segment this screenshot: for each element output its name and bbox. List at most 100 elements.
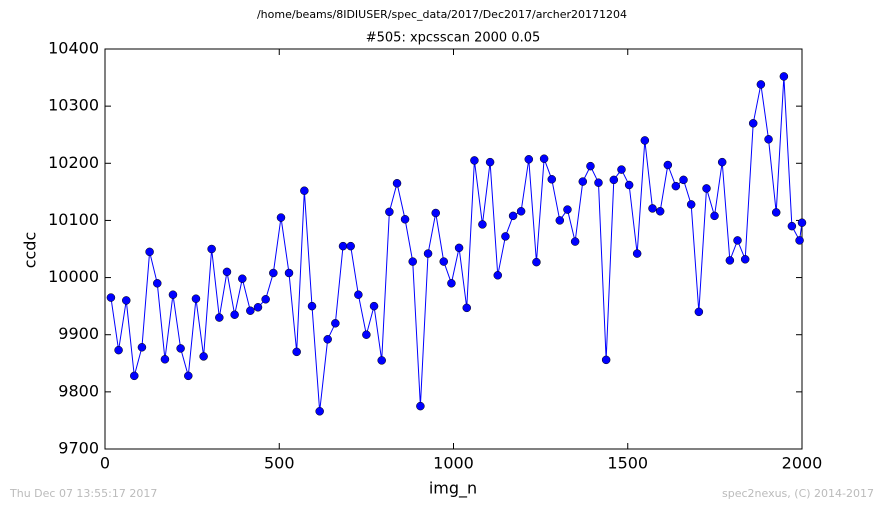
data-point xyxy=(122,296,131,305)
data-point xyxy=(222,267,232,277)
data-point xyxy=(563,205,572,214)
data-point xyxy=(779,72,789,81)
data-point xyxy=(795,236,804,245)
data-point xyxy=(439,257,448,266)
data-point xyxy=(276,213,286,222)
y-tick-label: 9700 xyxy=(58,439,99,458)
data-point xyxy=(292,347,301,357)
data-point xyxy=(516,207,526,216)
y-tick-label: 10200 xyxy=(48,153,99,172)
data-point xyxy=(454,243,464,253)
data-point xyxy=(787,221,797,231)
data-point xyxy=(331,319,340,328)
data-point xyxy=(307,301,317,311)
data-point xyxy=(246,306,255,315)
credit: spec2nexus, (C) 2014-2017 xyxy=(722,487,874,500)
x-axis-label: img_n xyxy=(429,479,477,499)
data-point xyxy=(594,178,603,187)
data-point xyxy=(532,257,541,267)
timestamp: Thu Dec 07 13:55:17 2017 xyxy=(9,487,157,500)
data-point xyxy=(377,356,386,365)
data-point xyxy=(137,343,147,352)
data-point xyxy=(145,247,154,257)
x-tick-label: 2000 xyxy=(782,454,823,473)
data-point xyxy=(570,237,580,246)
data-point xyxy=(648,204,657,213)
x-tick-label: 1000 xyxy=(433,454,474,473)
data-point xyxy=(230,310,239,319)
data-point xyxy=(578,177,588,186)
data-point xyxy=(702,184,711,193)
data-point xyxy=(423,249,433,258)
data-line xyxy=(110,76,803,412)
data-point xyxy=(764,135,773,144)
data-point xyxy=(191,294,201,303)
y-tick-label: 9800 xyxy=(58,381,99,400)
data-point xyxy=(315,407,324,416)
data-point xyxy=(261,295,270,304)
data-point xyxy=(694,307,704,317)
data-point xyxy=(184,371,193,381)
data-point xyxy=(555,216,565,225)
data-point xyxy=(624,180,634,190)
suptitle: /home/beams/8IDIUSER/spec_data/2017/Dec2… xyxy=(257,8,627,21)
y-tick-label: 10000 xyxy=(48,267,99,286)
data-point xyxy=(284,268,294,278)
y-tick-label: 10300 xyxy=(48,96,99,115)
x-tick-label: 500 xyxy=(264,454,295,473)
x-tick-label: 1500 xyxy=(607,454,648,473)
data-point xyxy=(153,279,162,288)
data-point xyxy=(725,256,735,265)
y-axis-label: ccdc xyxy=(21,232,40,269)
data-point xyxy=(168,290,178,299)
data-point xyxy=(207,244,216,254)
data-point xyxy=(617,165,626,174)
data-point xyxy=(323,335,332,344)
data-point xyxy=(431,208,440,218)
data-point xyxy=(671,181,681,191)
data-point xyxy=(400,215,410,224)
data-point xyxy=(253,303,263,312)
data-point xyxy=(586,161,595,171)
data-point xyxy=(524,155,534,164)
data-point xyxy=(408,257,417,266)
data-point xyxy=(632,249,642,258)
data-point xyxy=(385,207,394,217)
data-point xyxy=(478,220,487,229)
y-tick-label: 9900 xyxy=(58,324,99,343)
data-point xyxy=(114,345,123,355)
data-point xyxy=(215,313,224,322)
data-point xyxy=(416,401,425,411)
data-point xyxy=(485,157,495,167)
data-point xyxy=(300,186,309,195)
data-point xyxy=(354,290,363,299)
data-point xyxy=(462,303,471,313)
data-point xyxy=(338,241,348,251)
data-point xyxy=(601,355,611,365)
data-point xyxy=(106,293,116,302)
data-point xyxy=(369,301,379,311)
data-point xyxy=(269,268,278,278)
y-tick-label: 10400 xyxy=(48,39,99,58)
x-tick-label: 0 xyxy=(100,454,110,473)
chart-title: #505: xpcsscan 2000 0.05 xyxy=(366,31,541,46)
data-point xyxy=(609,175,619,185)
data-point xyxy=(547,175,557,184)
data-point xyxy=(508,211,518,221)
data-point xyxy=(733,236,742,245)
data-point xyxy=(392,179,402,188)
data-point xyxy=(362,330,371,339)
data-point xyxy=(238,274,247,283)
data-point xyxy=(501,232,510,241)
data-point xyxy=(130,371,139,381)
data-point xyxy=(447,279,456,288)
data-point xyxy=(797,218,807,227)
data-point xyxy=(771,208,781,217)
data-point xyxy=(493,271,503,280)
data-point xyxy=(470,156,479,165)
data-point xyxy=(686,200,696,209)
data-point xyxy=(640,136,650,145)
data-point xyxy=(748,119,758,128)
data-point xyxy=(176,344,185,353)
data-point xyxy=(710,211,719,221)
